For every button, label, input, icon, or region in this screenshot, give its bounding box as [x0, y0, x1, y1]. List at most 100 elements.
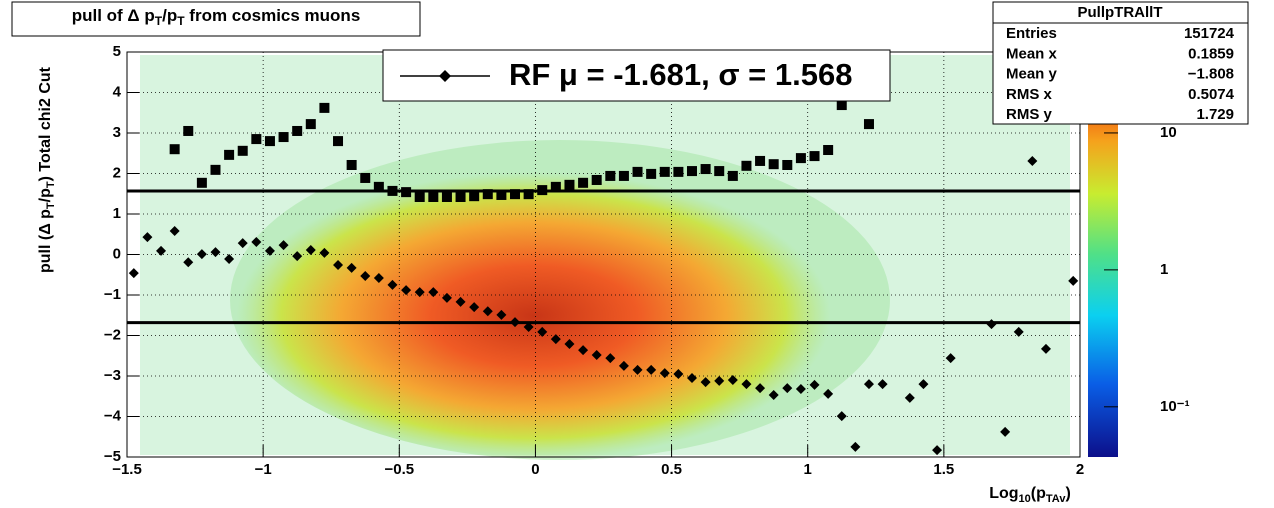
diamond-marker [823, 388, 834, 399]
diamond-marker [550, 334, 561, 345]
x-tick-label: 0.5 [661, 461, 682, 478]
subscript: T [45, 202, 57, 209]
x-tick-label: −1 [255, 461, 272, 478]
diamond-marker [782, 383, 793, 394]
subscript: T [45, 181, 57, 188]
stats-name: RMS x [1006, 86, 1053, 103]
diamond-marker [360, 270, 371, 281]
diamond-marker [755, 383, 766, 394]
square-marker [863, 119, 874, 130]
square-marker [455, 191, 466, 202]
chart-title: pull of Δ pT/pT from cosmics muons [72, 6, 361, 28]
square-marker [224, 149, 235, 160]
text-part: from cosmics muons [185, 6, 361, 25]
diamond-marker [428, 287, 439, 298]
square-marker [469, 191, 480, 202]
z-tick-label: 10⁻¹ [1160, 398, 1190, 415]
square-marker [264, 136, 275, 147]
diamond-marker [496, 309, 507, 320]
diamond-marker [945, 353, 956, 364]
square-marker [591, 174, 602, 185]
square-marker [795, 153, 806, 164]
subscript: T [155, 14, 163, 28]
diamond-marker [1040, 343, 1051, 354]
square-marker [768, 159, 779, 170]
y-tick-label: −2 [104, 326, 121, 343]
diamond-marker [904, 392, 915, 403]
diamond-marker [414, 287, 425, 298]
diamond-marker [142, 232, 153, 243]
x-tick-label: 2 [1076, 461, 1084, 478]
square-marker [700, 164, 711, 175]
diamond-marker [319, 247, 330, 258]
diamond-marker [850, 441, 861, 452]
diamond-marker [918, 379, 929, 390]
square-marker [741, 160, 752, 171]
square-marker [550, 181, 561, 192]
diamond-marker [469, 302, 480, 313]
square-marker [727, 170, 738, 181]
square-marker [237, 145, 248, 156]
y-tick-label: 2 [113, 164, 121, 181]
diamond-marker [346, 262, 357, 273]
stats-value: 151724 [1184, 25, 1235, 42]
text-part: (p [1031, 485, 1046, 502]
x-tick-label: 1.5 [933, 461, 954, 478]
square-marker [346, 159, 357, 170]
y-tick-label: −4 [104, 407, 122, 424]
density-core [230, 140, 890, 460]
square-marker [441, 191, 452, 202]
diamond-marker [646, 364, 657, 375]
diamond-marker [1027, 155, 1038, 166]
square-marker [414, 191, 425, 202]
diamond-marker [510, 317, 521, 328]
diamond-marker [210, 247, 221, 258]
square-marker [659, 166, 670, 177]
diamond-marker [605, 353, 616, 364]
square-marker [836, 100, 847, 111]
diamond-marker [877, 379, 888, 390]
stats-value: 0.1859 [1188, 45, 1234, 62]
diamond-marker [986, 319, 997, 330]
diamond-marker [932, 445, 943, 456]
diamond-marker [673, 368, 684, 379]
diamond-marker [292, 251, 303, 262]
diamond-marker [618, 360, 629, 371]
diamond-marker [714, 375, 725, 386]
diamond-marker [809, 379, 820, 390]
y-tick-label: −5 [104, 448, 121, 465]
diamond-marker [183, 257, 194, 268]
stats-box [992, 1, 1249, 125]
diamond-marker [441, 292, 452, 303]
square-marker [387, 185, 398, 196]
text-part: ) [1065, 485, 1070, 502]
diamond-marker [278, 240, 289, 251]
diamond-marker [128, 268, 139, 279]
square-marker [782, 159, 793, 170]
x-tick-label: −0.5 [384, 461, 414, 478]
diamond-marker [591, 349, 602, 360]
square-marker [278, 132, 289, 143]
square-marker [646, 168, 657, 179]
square-marker [618, 170, 629, 181]
diamond-marker [482, 306, 493, 317]
square-marker [482, 189, 493, 200]
diamond-marker [401, 285, 412, 296]
diamond-marker [196, 249, 207, 260]
diamond-marker [169, 226, 180, 237]
y-tick-label: −1 [104, 286, 121, 303]
diamond-marker [1000, 426, 1011, 437]
z-tick-label: 10 [1160, 124, 1177, 141]
diamond-marker [564, 339, 575, 350]
square-marker [564, 179, 575, 190]
diamond-marker [863, 379, 874, 390]
text-part: /p [37, 188, 54, 202]
square-marker [823, 145, 834, 156]
square-marker [401, 187, 412, 198]
square-marker [333, 136, 344, 147]
square-marker [510, 189, 521, 200]
diamond-marker [455, 296, 466, 307]
square-marker [196, 177, 207, 188]
diamond-marker [836, 411, 847, 422]
